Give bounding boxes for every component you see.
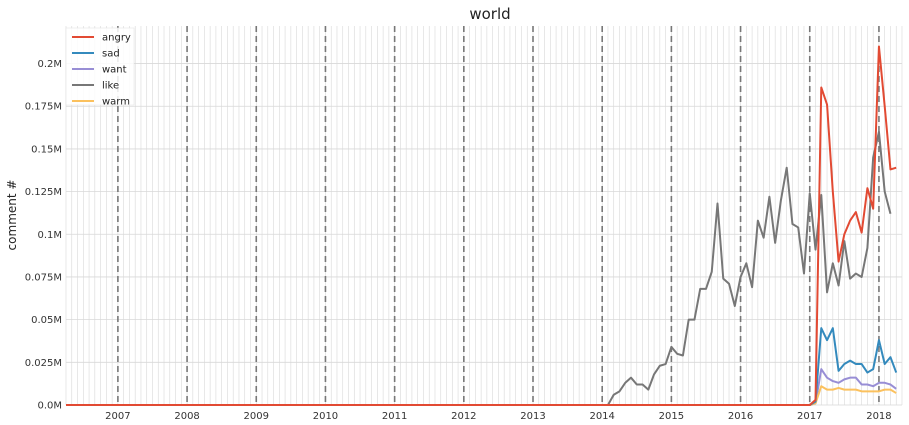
series-line-angry (66, 45, 897, 406)
x-tick-label: 2013 (520, 411, 545, 422)
x-axis-ticks: 2007 2008 2009 2010 2011 2012 2013 2014 2015 2016… (105, 411, 892, 422)
y-tick-label: 0.05M (31, 315, 62, 326)
y-tick-label: 0.15M (31, 144, 62, 155)
series-line-warm (66, 385, 897, 406)
x-tick-label: 2016 (728, 411, 753, 422)
y-tick-label: 0.075M (25, 272, 62, 283)
y-axis-ticks: 0.0M 0.025M 0.05M 0.075M 0.1M 0.125M 0.15M 0.17… (25, 59, 62, 411)
legend-label-warm: warm (102, 97, 130, 108)
x-tick-label: 2010 (313, 411, 338, 422)
legend-label-sad: sad (102, 49, 120, 60)
y-tick-label: 0.0M (37, 401, 62, 412)
x-tick-label: 2012 (451, 411, 476, 422)
legend-label-angry: angry (102, 33, 131, 44)
x-tick-label: 2011 (382, 411, 407, 422)
series-line-sad (66, 327, 898, 406)
x-tick-label: 2007 (105, 411, 130, 422)
series-line-like (66, 130, 892, 406)
year-markers (117, 26, 880, 405)
grid (65, 26, 903, 406)
legend-label-like: like (102, 81, 119, 92)
y-tick-label: 0.025M (25, 358, 62, 369)
x-tick-label: 2008 (174, 411, 199, 422)
series-line-want (66, 368, 897, 406)
y-tick-label: 0.125M (25, 187, 62, 198)
legend-label-want: want (102, 65, 127, 76)
y-tick-label: 0.2M (37, 59, 62, 70)
x-tick-label: 2018 (866, 411, 891, 422)
y-tick-label: 0.1M (37, 230, 62, 241)
x-tick-label: 2009 (244, 411, 269, 422)
x-tick-label: 2015 (659, 411, 684, 422)
chart-title: world (469, 5, 510, 23)
y-axis-label: comment # (5, 180, 19, 251)
legend-box (65, 27, 135, 106)
x-tick-label: 2014 (589, 411, 614, 422)
series-lines (66, 45, 898, 406)
x-tick-label: 2017 (797, 411, 822, 422)
y-tick-label: 0.175M (25, 102, 62, 113)
legend: angry sad want like warm (65, 27, 135, 108)
